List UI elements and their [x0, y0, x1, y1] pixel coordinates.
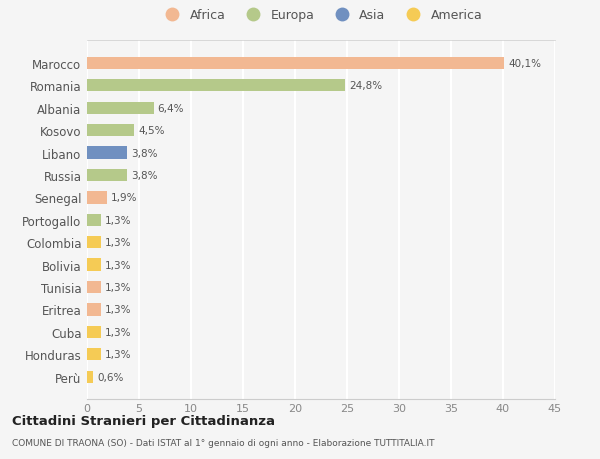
Bar [87, 125, 134, 137]
Text: 1,3%: 1,3% [104, 327, 131, 337]
Bar [87, 169, 127, 182]
Bar [87, 236, 101, 249]
Text: 1,3%: 1,3% [104, 215, 131, 225]
Bar [87, 147, 127, 159]
Text: 1,9%: 1,9% [111, 193, 137, 203]
Text: 0,6%: 0,6% [97, 372, 124, 382]
Text: 4,5%: 4,5% [138, 126, 164, 136]
Bar [87, 281, 101, 294]
Bar [87, 304, 101, 316]
Text: 6,4%: 6,4% [158, 103, 184, 113]
Text: COMUNE DI TRAONA (SO) - Dati ISTAT al 1° gennaio di ogni anno - Elaborazione TUT: COMUNE DI TRAONA (SO) - Dati ISTAT al 1°… [12, 438, 434, 447]
Bar [87, 214, 101, 226]
Text: 1,3%: 1,3% [104, 350, 131, 359]
Bar [87, 80, 345, 92]
Bar [87, 192, 107, 204]
Text: 1,3%: 1,3% [104, 305, 131, 315]
Bar [87, 348, 101, 361]
Legend: Africa, Europa, Asia, America: Africa, Europa, Asia, America [157, 6, 485, 24]
Text: 40,1%: 40,1% [508, 59, 541, 69]
Bar [87, 371, 93, 383]
Text: 3,8%: 3,8% [131, 171, 157, 180]
Text: 1,3%: 1,3% [104, 282, 131, 292]
Bar [87, 326, 101, 338]
Bar [87, 102, 154, 115]
Text: 3,8%: 3,8% [131, 148, 157, 158]
Text: 1,3%: 1,3% [104, 238, 131, 248]
Text: Cittadini Stranieri per Cittadinanza: Cittadini Stranieri per Cittadinanza [12, 414, 275, 428]
Text: 1,3%: 1,3% [104, 260, 131, 270]
Text: 24,8%: 24,8% [349, 81, 382, 91]
Bar [87, 259, 101, 271]
Bar [87, 57, 504, 70]
